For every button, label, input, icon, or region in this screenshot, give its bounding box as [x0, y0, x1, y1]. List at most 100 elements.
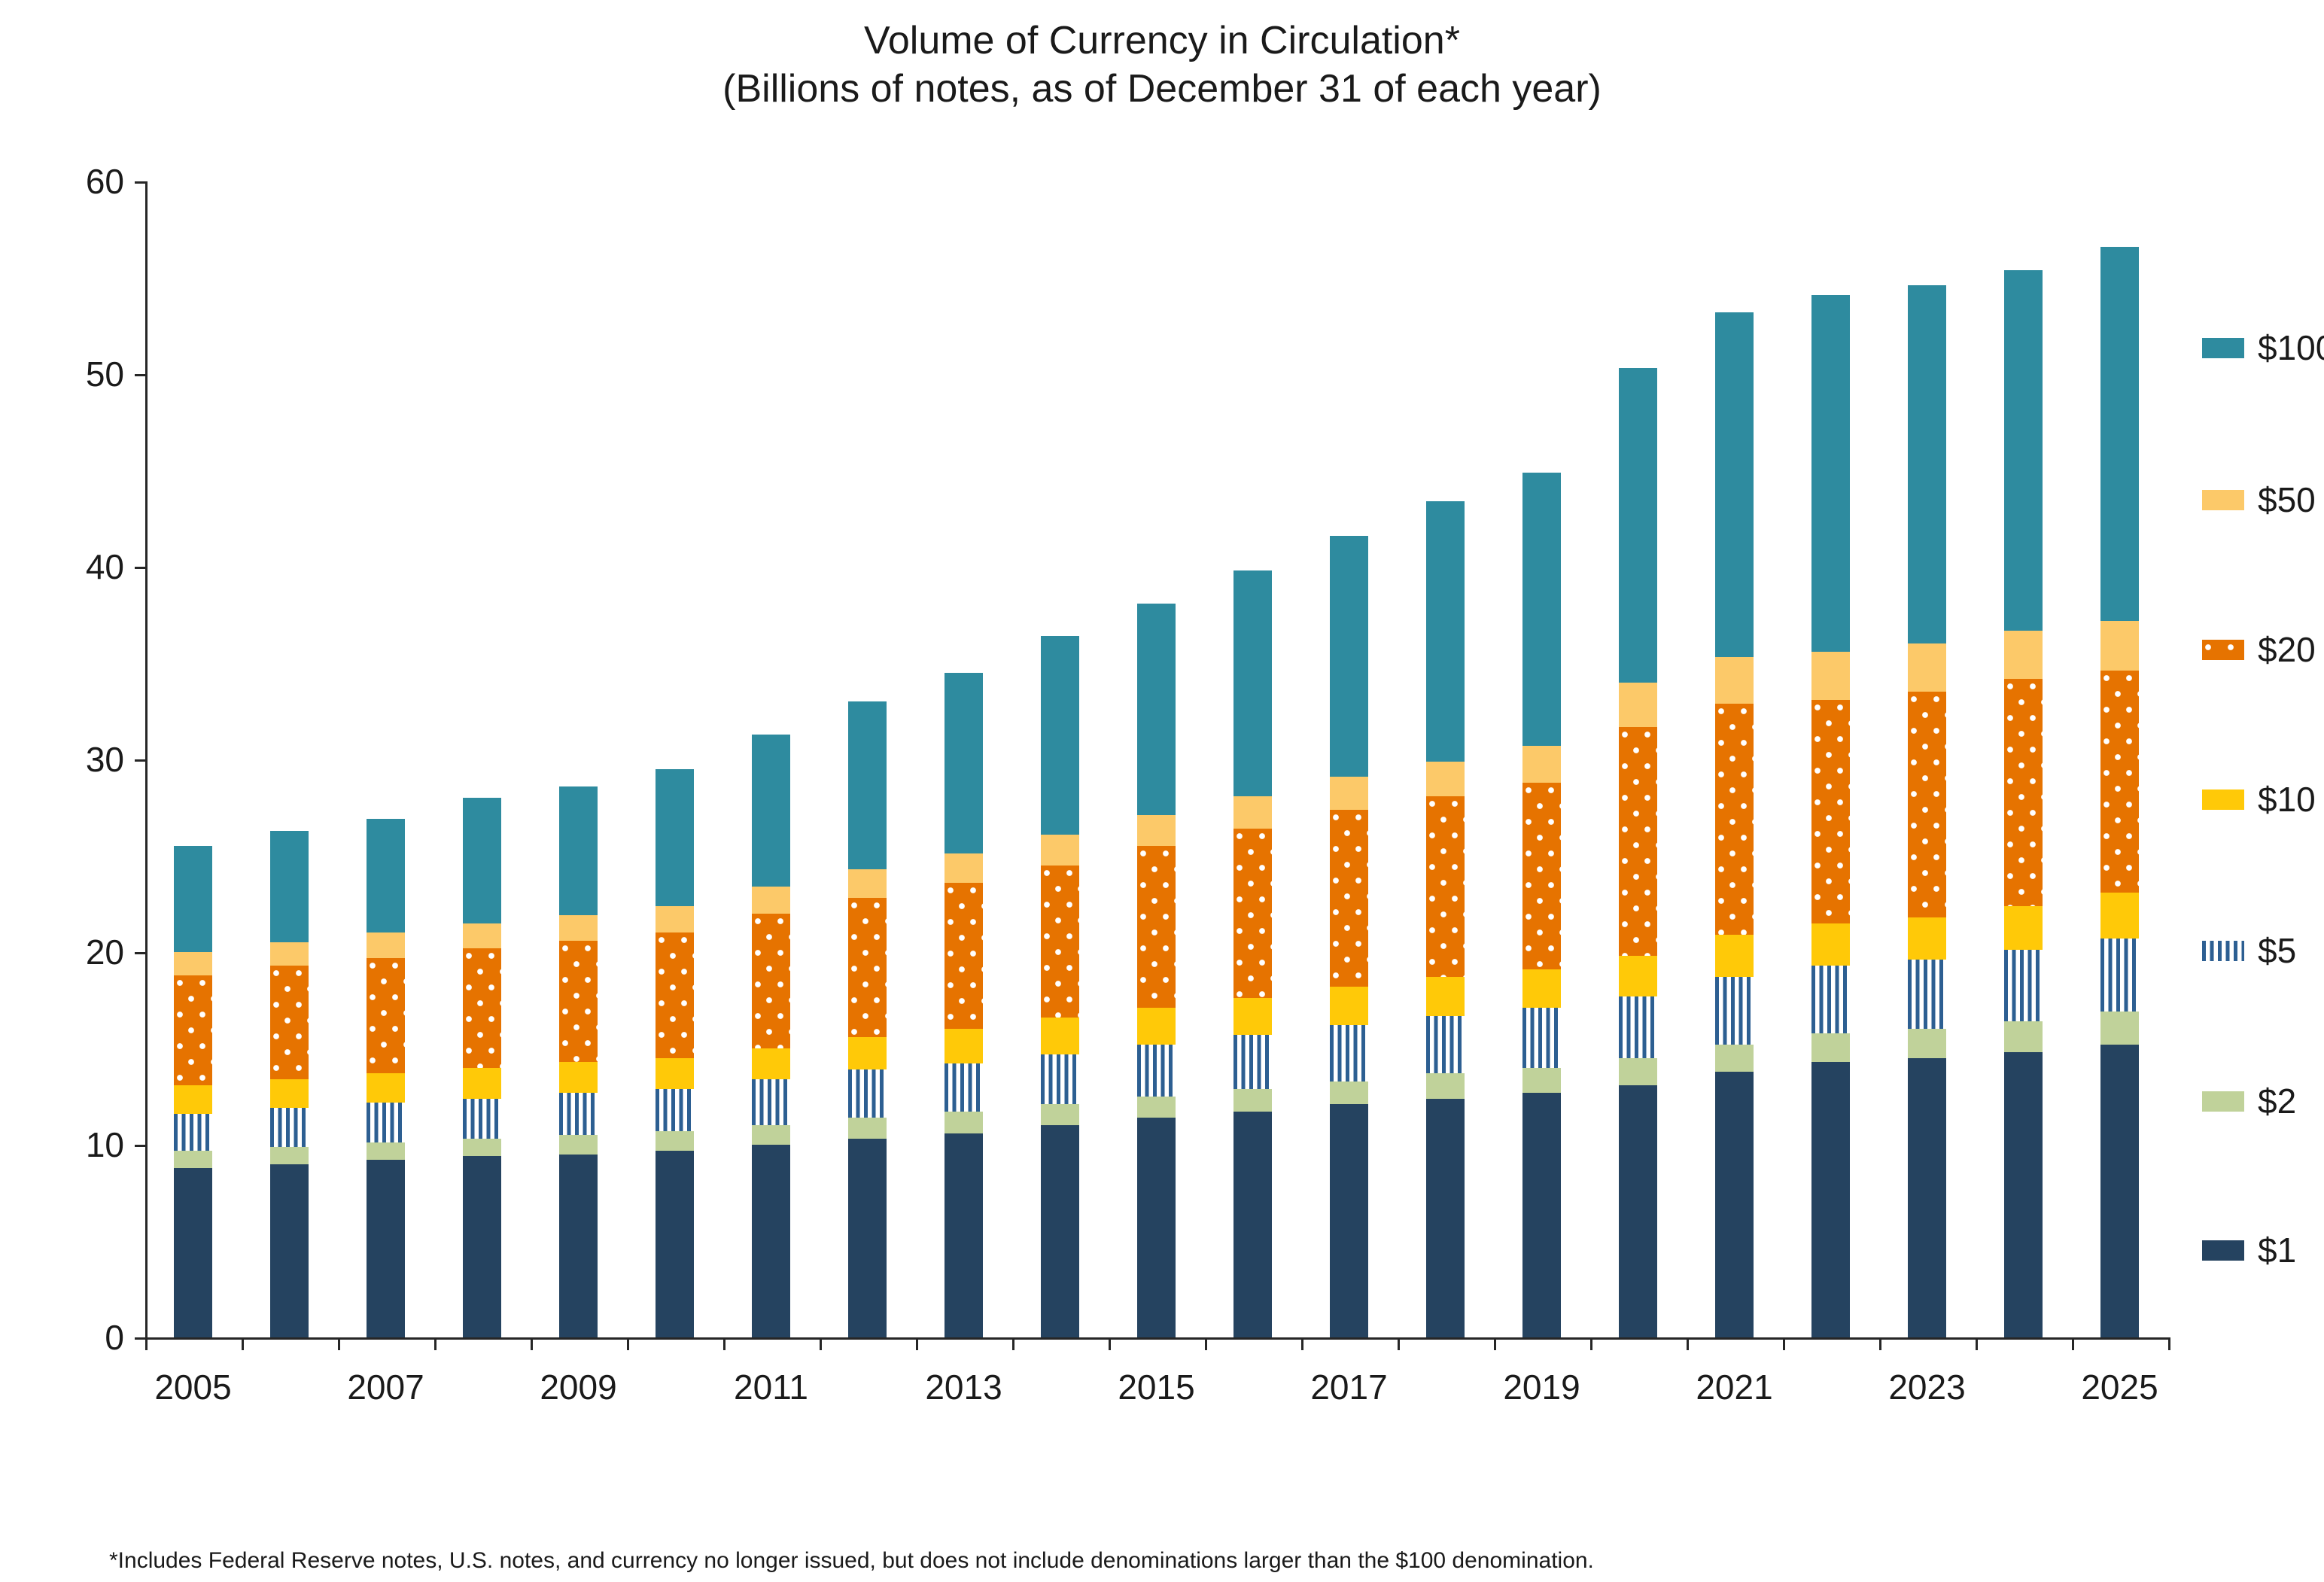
bar-segment: [2100, 1044, 2139, 1337]
bar-segment: [1426, 977, 1465, 1016]
bar-segment: [2100, 620, 2139, 671]
x-tick-label: 2007: [347, 1368, 424, 1407]
bar-segment: [463, 1067, 501, 1099]
x-tick: [1687, 1337, 1689, 1350]
bar-segment: [945, 1133, 983, 1337]
x-tick: [1398, 1337, 1400, 1350]
bar-segment: [1908, 643, 1946, 692]
bar-segment: [1811, 651, 1850, 700]
bar-segment: [559, 1154, 598, 1337]
legend-item: $1: [2202, 1231, 2296, 1269]
bar-segment: [1330, 1025, 1368, 1082]
bar-segment: [945, 1029, 983, 1064]
bar-segment: [945, 853, 983, 883]
bar-segment: [1233, 570, 1272, 796]
bar-segment: [752, 1145, 790, 1337]
bar-segment: [848, 1118, 887, 1139]
x-tick: [1783, 1337, 1785, 1350]
bar-segment: [1715, 1044, 1754, 1072]
x-tick-label: 2021: [1696, 1368, 1773, 1407]
x-tick: [2168, 1337, 2170, 1350]
bar-segment: [1330, 1104, 1368, 1337]
legend-label: $10: [2258, 780, 2316, 819]
x-tick: [2072, 1337, 2074, 1350]
bar-segment: [367, 1073, 405, 1103]
bar-segment: [1811, 295, 1850, 652]
bar-segment: [367, 819, 405, 933]
bar-segment: [2004, 269, 2043, 631]
y-tick: [135, 759, 145, 762]
bar-segment: [463, 1139, 501, 1157]
bar-segment: [1330, 809, 1368, 987]
bar-segment: [1908, 960, 1946, 1030]
legend-swatch: [2202, 940, 2244, 961]
bar-segment: [1233, 829, 1272, 999]
x-tick-label: 2013: [925, 1368, 1002, 1407]
bar: [559, 786, 598, 1337]
bar-segment: [1137, 1008, 1176, 1045]
bar-segment: [752, 734, 790, 887]
legend-swatch: [2202, 1091, 2244, 1112]
x-tick: [531, 1337, 533, 1350]
y-tick-label: 0: [105, 1318, 124, 1357]
bar-segment: [1619, 682, 1657, 727]
bar-segment: [270, 1108, 309, 1147]
bar-segment: [1908, 285, 1946, 644]
bar-segment: [1137, 815, 1176, 847]
bar-segment: [752, 1048, 790, 1079]
bar: [1715, 312, 1754, 1337]
bar-segment: [559, 915, 598, 941]
bar-segment: [1522, 1092, 1561, 1337]
bar-segment: [1426, 761, 1465, 796]
bar-segment: [367, 957, 405, 1074]
bar-segment: [1137, 1097, 1176, 1118]
bar-segment: [848, 1139, 887, 1337]
x-tick: [820, 1337, 822, 1350]
bar-segment: [1522, 1067, 1561, 1093]
bar-segment: [1233, 796, 1272, 829]
bar-segment: [1426, 1098, 1465, 1337]
bar-segment: [1137, 1044, 1176, 1097]
bar-segment: [1426, 1073, 1465, 1099]
bar-segment: [1041, 1104, 1079, 1126]
bar-segment: [1041, 1125, 1079, 1337]
bar-segment: [1041, 1018, 1079, 1054]
bar-segment: [1811, 1061, 1850, 1337]
bar-segment: [270, 965, 309, 1079]
bar-segment: [463, 798, 501, 923]
legend-label: $50: [2258, 480, 2316, 519]
bar-segment: [2004, 678, 2043, 906]
legend-swatch: [2202, 639, 2244, 660]
bar-segment: [1137, 603, 1176, 816]
bar-segment: [1811, 965, 1850, 1033]
y-axis-line: [145, 181, 148, 1340]
bar-segment: [174, 846, 212, 953]
x-tick: [1879, 1337, 1881, 1350]
bar-segment: [174, 952, 212, 975]
bar-segment: [559, 786, 598, 916]
x-tick-label: 2025: [2081, 1368, 2158, 1407]
y-tick-label: 30: [85, 740, 124, 779]
bar-segment: [1619, 996, 1657, 1058]
bar-segment: [1137, 846, 1176, 1009]
bar-segment: [1137, 1118, 1176, 1337]
bar-segment: [656, 1057, 694, 1089]
bar-segment: [1522, 472, 1561, 747]
y-tick-label: 50: [85, 354, 124, 394]
bar: [1522, 472, 1561, 1337]
x-tick: [1301, 1337, 1303, 1350]
bar-segment: [848, 701, 887, 869]
bar: [945, 672, 983, 1337]
x-tick: [242, 1337, 244, 1350]
x-tick: [723, 1337, 725, 1350]
bar: [2100, 247, 2139, 1337]
x-tick: [338, 1337, 340, 1350]
x-axis-line: [145, 1337, 2168, 1340]
legend-item: $50: [2202, 481, 2316, 519]
x-tick: [1012, 1337, 1014, 1350]
x-tick-label: 2011: [734, 1368, 808, 1407]
bar-segment: [1426, 796, 1465, 978]
bar-segment: [1522, 782, 1561, 970]
x-tick: [1205, 1337, 1207, 1350]
